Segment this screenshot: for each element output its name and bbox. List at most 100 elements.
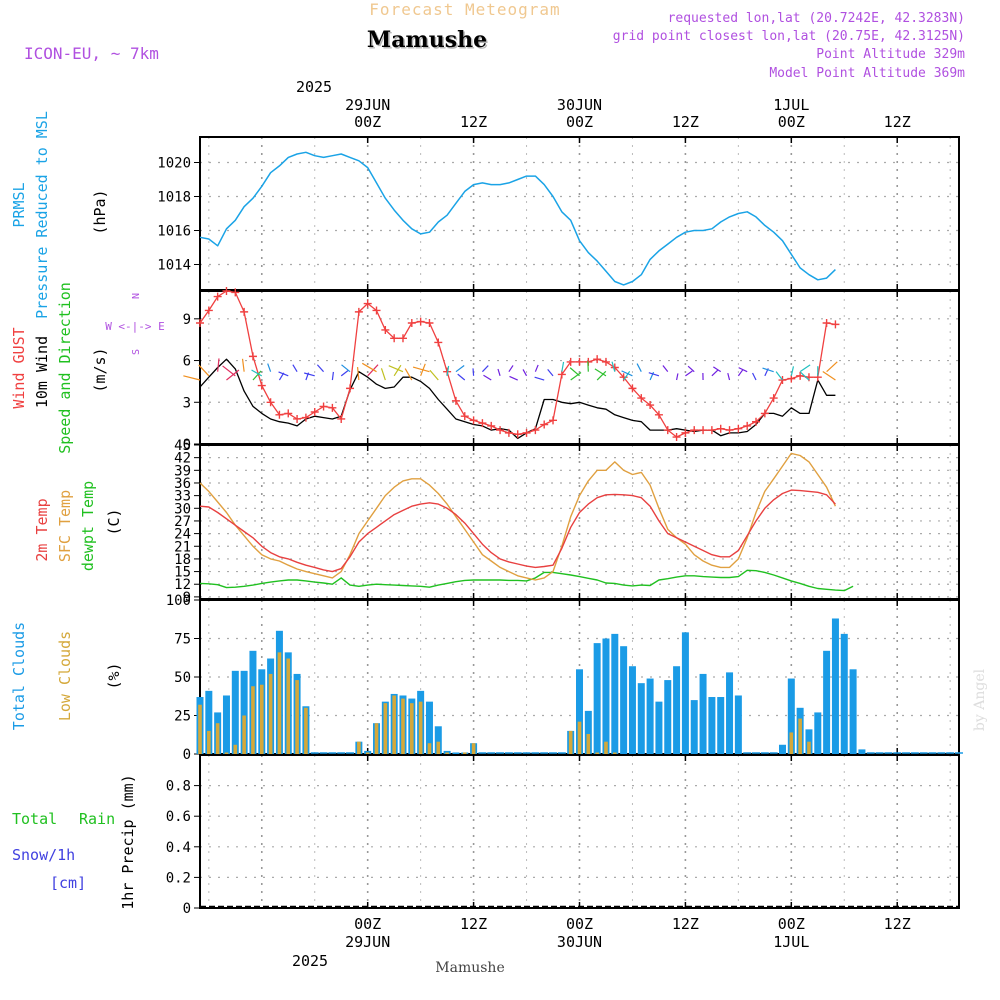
low-cloud-bar	[286, 658, 291, 754]
wind-direction-arrow	[457, 373, 466, 381]
total-cloud-bar	[726, 672, 734, 754]
gust-marker	[743, 421, 752, 430]
wind-direction-arrow	[222, 365, 236, 377]
total-cloud-bar	[655, 701, 663, 754]
y-tick-label: 1016	[157, 224, 191, 240]
y-tick-label: 18	[174, 552, 191, 568]
gust-marker	[266, 398, 275, 407]
wind-direction-arrow	[278, 371, 289, 377]
low-cloud-bar	[374, 723, 379, 754]
gust-marker	[637, 394, 646, 403]
gust-marker	[478, 419, 487, 428]
total-cloud-bar	[593, 643, 601, 754]
wind-direction-arrow	[404, 368, 413, 381]
total-cloud-bar	[620, 646, 628, 754]
gust-marker	[222, 287, 231, 295]
panel-5: 0 0.2 0.4 0.6 0.8	[166, 754, 960, 917]
low-cloud-bar	[577, 721, 582, 754]
y-tick-label: 0.8	[166, 779, 191, 795]
wind-direction-arrow	[623, 370, 631, 381]
gust-marker	[310, 408, 319, 417]
y-tick-label: 3	[183, 395, 191, 411]
total-cloud-bar	[717, 697, 725, 754]
prmsl-desc-label: Pressure Reduced to MSL	[33, 111, 51, 319]
low-cloud-bar	[436, 741, 441, 754]
compass-ew: W <-|-> E	[105, 320, 165, 333]
total-cloud-bar	[443, 750, 451, 754]
wind-direction-arrow	[481, 365, 489, 373]
total-cloud-bar	[222, 695, 230, 754]
wind-direction-arrow	[570, 372, 582, 381]
wind-direction-arrow	[292, 364, 298, 372]
wind-direction-arrow	[569, 367, 580, 377]
gust-marker	[469, 416, 478, 425]
pressure-unit-label: (hPa)	[91, 189, 109, 234]
low-cloud-bar	[789, 732, 794, 754]
total-cloud-bar	[840, 633, 848, 754]
top-hour-label: 00Z	[354, 113, 381, 131]
total-cloud-bar	[425, 701, 433, 754]
wind-direction-arrow	[711, 369, 719, 377]
wind-direction-arrow	[198, 364, 210, 377]
y-tick-label: 0.4	[166, 840, 191, 856]
snow-unit-label: [cm]	[50, 874, 86, 892]
gust-marker	[346, 384, 355, 393]
gust-marker	[601, 357, 610, 366]
gust-marker	[504, 428, 513, 437]
y-tick-label: 1018	[157, 190, 191, 206]
low-cloud-bar	[233, 744, 238, 754]
y-tick-label: 0.2	[166, 870, 191, 886]
low-cloud-bar	[604, 741, 608, 754]
low-cloud-bar	[471, 743, 476, 754]
panel-1: 1014 1016 1018 1020	[157, 136, 960, 291]
y-tick-label: 12	[174, 577, 191, 593]
grid-point-coords: grid point closest lon,lat (20.75E, 42.3…	[613, 29, 965, 44]
wind-direction-arrow	[509, 375, 518, 381]
gust-marker	[796, 371, 805, 380]
low-cloud-bar	[198, 704, 202, 754]
wind-direction-arrow	[762, 367, 774, 373]
low-cloud-bar	[268, 673, 273, 754]
top-day-label: 1JUL	[773, 96, 809, 114]
wind-direction-arrow	[388, 365, 404, 373]
total-cloud-bar	[205, 690, 213, 754]
gust-label: Wind GUST	[10, 327, 28, 408]
wind-direction-arrow	[251, 369, 263, 377]
sfc-temp-label: SFC Temp	[56, 490, 74, 562]
top-year-label: 2025	[296, 78, 332, 96]
total-cloud-bar	[831, 618, 839, 754]
low-cloud-bar	[365, 752, 370, 754]
low-cloud-bar	[295, 680, 299, 754]
location-title: Mamushe	[368, 29, 488, 55]
y-tick-label: 1014	[157, 258, 191, 274]
y-tick-label: 1020	[157, 156, 191, 172]
total-cloud-bar	[231, 670, 239, 754]
top-hour-label: 00Z	[778, 113, 805, 131]
y-tick-label: 42	[174, 451, 191, 467]
gust-marker	[301, 413, 310, 422]
wind-direction-arrow	[393, 364, 402, 377]
gust-marker	[549, 416, 558, 425]
total-cloud-bar	[434, 726, 442, 754]
wind-direction-arrow	[217, 358, 220, 372]
low-cloud-bar	[462, 752, 467, 754]
temp-unit-label: (C)	[105, 508, 123, 535]
low-cloud-bar	[242, 715, 246, 754]
y-tick-label: 9	[183, 590, 191, 606]
wind-direction-arrow	[522, 369, 528, 377]
wind-dir-label: Speed and Direction	[56, 282, 74, 454]
gust-line	[199, 290, 836, 438]
bottom-day-label: 30JUN	[557, 933, 602, 951]
wind-direction-arrow	[561, 361, 565, 372]
y-tick-label: 6	[183, 354, 191, 370]
top-day-label: 29JUN	[345, 96, 390, 114]
low-cloud-bar	[224, 752, 229, 754]
y-tick-label: 25	[174, 709, 191, 725]
bottom-day-label: 29JUN	[345, 933, 390, 951]
gust-marker	[354, 307, 363, 316]
wind-direction-arrow	[367, 364, 379, 377]
y-tick-label: 33	[174, 489, 191, 505]
gust-marker	[407, 318, 416, 327]
wind-direction-arrow	[331, 371, 334, 381]
